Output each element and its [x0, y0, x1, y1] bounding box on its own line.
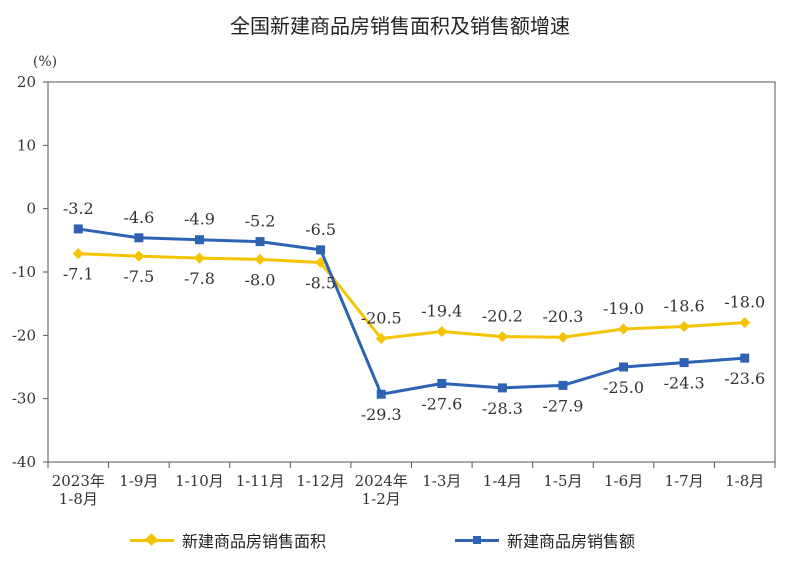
x-tick-label-1: 1-9月 [119, 472, 158, 490]
area-point-9 [618, 323, 630, 335]
area-point-6 [436, 326, 448, 338]
legend-label-area: 新建商品房销售面积 [182, 532, 327, 551]
plot-frame [47, 81, 776, 463]
x-tick-label-2: 1-10月 [175, 472, 224, 490]
amount-label-4: -6.5 [305, 220, 336, 239]
series-line-0 [78, 252, 745, 340]
legend-swatch-amount [455, 530, 499, 550]
amount-point-11 [740, 353, 750, 363]
y-tick-label-6: -40 [12, 453, 36, 471]
amount-point-4 [316, 245, 326, 255]
x-tick-label-6: 1-3月 [422, 472, 461, 490]
area-point-8 [557, 331, 569, 343]
amount-point-6 [437, 378, 447, 388]
legend-swatch-area [130, 530, 174, 550]
area-point-3 [254, 253, 266, 265]
area-point-5 [375, 333, 387, 344]
area-label-0: -7.1 [63, 265, 94, 284]
amount-point-3 [255, 237, 265, 247]
area-label-8: -20.3 [542, 307, 583, 326]
area-point-10 [678, 320, 690, 332]
area-point-7 [496, 331, 508, 343]
amount-point-9 [619, 362, 629, 372]
y-tick-label-1: 10 [17, 136, 36, 154]
amount-point-0 [73, 224, 83, 234]
legend: 新建商品房销售面积 新建商品房销售额 [0, 528, 800, 558]
amount-point-2 [194, 235, 204, 245]
x-tick-label-4: 1-12月 [296, 472, 345, 490]
amount-label-5: -29.3 [361, 405, 402, 424]
legend-label-amount: 新建商品房销售额 [507, 532, 636, 551]
area-label-2: -7.8 [184, 269, 215, 288]
amount-point-7 [497, 383, 507, 393]
x-tick-label-0-b: 1-8月 [59, 490, 98, 508]
legend-item-amount: 新建商品房销售额 [455, 528, 635, 552]
amount-label-2: -4.9 [184, 210, 215, 229]
area-point-11 [739, 317, 751, 329]
y-tick-label-0: 20 [17, 73, 36, 91]
x-tick-label-3: 1-11月 [236, 472, 285, 490]
x-tick-label-5-b: 1-2月 [362, 490, 401, 508]
y-tick-label-5: -30 [12, 390, 36, 408]
area-label-3: -8.0 [245, 270, 276, 289]
area-label-9: -19.0 [603, 299, 644, 318]
amount-label-6: -27.6 [421, 394, 462, 413]
series-line-1 [78, 227, 745, 396]
y-tick-label-3: -10 [12, 263, 36, 281]
amount-label-1: -4.6 [123, 208, 154, 227]
amount-point-10 [679, 358, 689, 368]
amount-label-8: -27.9 [542, 396, 583, 415]
amount-label-7: -28.3 [482, 399, 523, 418]
amount-label-10: -24.3 [664, 374, 705, 393]
y-tick-label-2: 0 [26, 200, 36, 218]
area-label-5: -20.5 [361, 309, 402, 328]
y-axis-unit: (%) [33, 54, 57, 70]
area-label-1: -7.5 [123, 267, 154, 286]
area-label-11: -18.0 [724, 293, 765, 312]
y-tick-label-4: -20 [12, 326, 36, 344]
x-tick-label-5: 2024年 [355, 472, 408, 490]
x-tick-label-0: 2023年 [52, 472, 105, 490]
area-point-1 [133, 250, 145, 262]
amount-point-1 [134, 233, 144, 243]
amount-label-0: -3.2 [63, 199, 94, 218]
area-label-6: -19.4 [421, 302, 462, 321]
x-tick-label-8: 1-5月 [543, 472, 582, 490]
area-label-4: -8.5 [305, 274, 336, 293]
amount-point-8 [558, 380, 568, 390]
amount-label-11: -23.6 [724, 369, 765, 388]
amount-label-3: -5.2 [245, 212, 276, 231]
legend-item-area: 新建商品房销售面积 [130, 528, 326, 552]
area-label-10: -18.6 [664, 296, 705, 315]
x-tick-label-11: 1-8月 [725, 472, 764, 490]
area-label-7: -20.2 [482, 307, 523, 326]
x-tick-label-9: 1-6月 [604, 472, 643, 490]
x-tick-label-10: 1-7月 [665, 472, 704, 490]
amount-point-5 [376, 389, 386, 399]
chart-title: 全国新建商品房销售面积及销售额增速 [230, 14, 570, 38]
area-point-0 [72, 248, 84, 260]
area-point-2 [193, 252, 205, 264]
amount-label-9: -25.0 [603, 378, 644, 397]
x-tick-label-7: 1-4月 [483, 472, 522, 490]
